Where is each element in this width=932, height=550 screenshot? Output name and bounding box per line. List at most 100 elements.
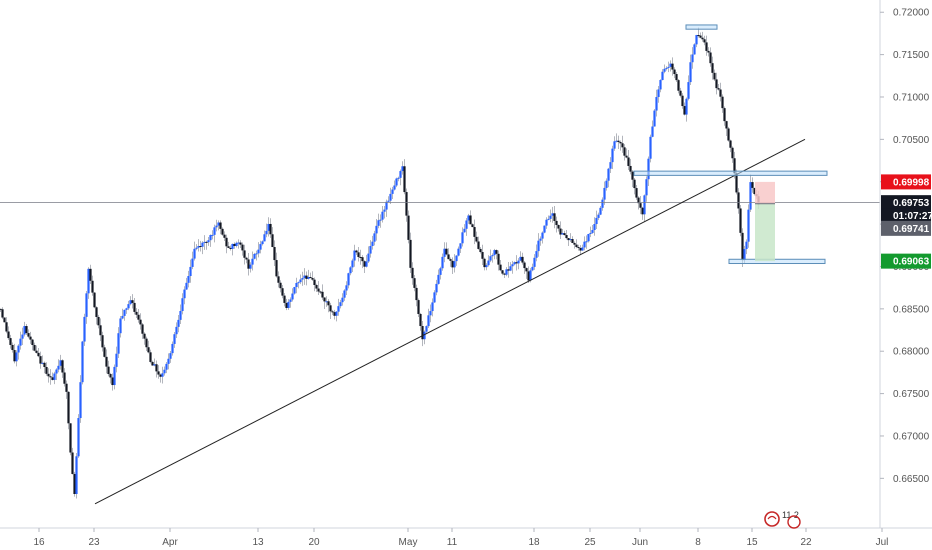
candle-up <box>265 230 268 235</box>
x-tick-label: 15 <box>746 537 758 548</box>
candle-down <box>503 273 506 275</box>
candle-down <box>725 121 728 129</box>
candle-down <box>559 228 562 235</box>
candle-up <box>59 360 62 366</box>
candle-down <box>227 246 230 248</box>
candle-down <box>403 166 406 193</box>
candle-down <box>571 239 574 243</box>
candle-up <box>693 44 696 55</box>
candle-down <box>477 241 480 249</box>
candle-layer <box>0 35 760 495</box>
candle-up <box>593 224 596 231</box>
candle-down <box>731 147 734 159</box>
candle-up <box>383 209 386 212</box>
candle-down <box>735 173 738 193</box>
candle-up <box>535 251 538 258</box>
y-tick-label: 0.68500 <box>893 304 930 315</box>
candle-up <box>197 246 200 248</box>
candle-up <box>179 311 182 320</box>
candle-down <box>27 333 30 337</box>
candle-up <box>609 162 612 169</box>
candle-down <box>139 319 142 325</box>
candle-down <box>417 300 420 314</box>
trendline[interactable] <box>94 138 806 505</box>
candle-down <box>469 215 472 225</box>
candle-up <box>175 326 178 335</box>
candle-down <box>361 257 364 262</box>
candle-up <box>589 232 592 234</box>
candle-up <box>505 269 508 275</box>
candle-up <box>161 373 164 377</box>
candle-up <box>547 218 550 220</box>
time-axis[interactable]: 16 23 Apr 13 20 May 11 18 25 Jun 8 15 22 Jul <box>33 528 888 548</box>
candle-up <box>665 67 668 69</box>
candle-up <box>653 110 656 127</box>
candle-down <box>49 376 52 378</box>
price-zone-rectangle[interactable] <box>633 170 828 176</box>
candle-up <box>663 68 666 72</box>
candle-up <box>235 242 238 247</box>
candle-up <box>531 266 534 271</box>
candle-up <box>213 227 216 235</box>
candle-down <box>515 262 518 264</box>
candle-down <box>577 247 580 249</box>
candle-up <box>467 215 470 221</box>
candle-up <box>115 353 118 367</box>
candle-down <box>159 374 162 377</box>
y-tick-label: 0.71000 <box>893 92 930 103</box>
candle-up <box>537 240 540 252</box>
candle-down <box>521 256 524 263</box>
candle-down <box>99 325 102 336</box>
candle-up <box>171 343 174 354</box>
stop-loss-zone[interactable] <box>755 181 775 204</box>
price-tag-label: 0.69741 <box>893 224 930 235</box>
candle-up <box>259 244 262 250</box>
x-tick-label: 8 <box>695 537 701 548</box>
candle-down <box>483 258 486 268</box>
candle-down <box>0 308 2 310</box>
candle-down <box>279 282 282 289</box>
candle-down <box>719 89 722 97</box>
candle-up <box>215 225 218 228</box>
candle-down <box>229 247 232 249</box>
candle-up <box>367 253 370 262</box>
price-axis[interactable]: 0.720000.715000.710000.705000.700000.695… <box>880 8 930 485</box>
x-tick-label: May <box>399 537 418 548</box>
candle-up <box>389 193 392 201</box>
candle-up <box>395 178 398 186</box>
candle-down <box>721 96 724 109</box>
candle-up <box>117 333 120 354</box>
candle-down <box>411 267 414 279</box>
candle-down <box>703 39 706 43</box>
candle-up <box>85 293 88 317</box>
x-tick-label: 22 <box>800 537 812 548</box>
candle-down <box>355 250 358 253</box>
candle-up <box>453 261 456 268</box>
candle-up <box>125 308 128 310</box>
candle-up <box>509 266 512 271</box>
candle-down <box>323 297 326 302</box>
candle-up <box>203 241 206 243</box>
candle-down <box>1 309 4 318</box>
candle-down <box>473 227 476 237</box>
x-tick-label: 23 <box>88 537 100 548</box>
candle-down <box>271 234 274 248</box>
price-zone-rectangle[interactable] <box>728 258 826 265</box>
candle-down <box>413 278 416 288</box>
drawing-layer <box>0 24 880 505</box>
price-zone-rectangle[interactable] <box>685 24 718 30</box>
candle-up <box>289 299 292 302</box>
price-tag-background <box>881 220 931 236</box>
candle-down <box>97 316 100 326</box>
candle-up <box>187 276 190 283</box>
candle-up <box>549 215 552 219</box>
candle-up <box>15 352 18 362</box>
candle-up <box>291 293 294 300</box>
candle-up <box>365 261 368 267</box>
candle-down <box>143 333 146 339</box>
candle-down <box>481 252 484 259</box>
candle-down <box>317 288 320 292</box>
take-profit-zone[interactable] <box>755 203 775 262</box>
candle-up <box>695 35 698 45</box>
